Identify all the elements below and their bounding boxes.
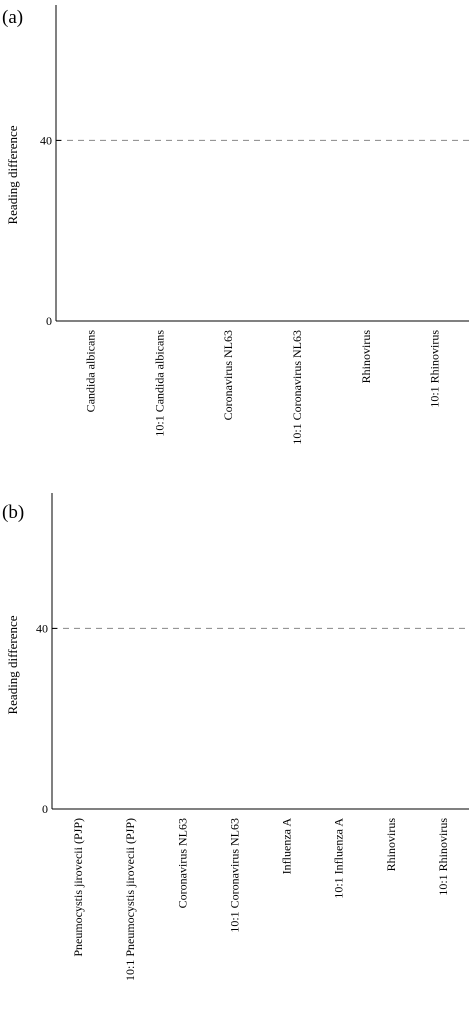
y-axis-label-a: Reading difference	[5, 125, 20, 224]
x-tick-label: 10:1 Candida albicans	[152, 330, 166, 437]
x-tick-label: 10:1 Pneumocystis jirovecii (PJP)	[123, 818, 137, 981]
plot-area-b: 0 40 Pneumocystis jirovecii (PJP) 10:1 Pneu…	[36, 493, 469, 981]
y-tick-label: 0	[46, 314, 52, 328]
plot-area-a: 0 40 Candida albicans 10:1 Candida albicans…	[40, 5, 469, 445]
x-tick-label: Influenza A	[280, 818, 294, 875]
panel-a: (a) Reading difference 0 40 Candida albica…	[2, 5, 469, 445]
panel-b: (b) Reading difference 0 40 Pneumocystis j…	[2, 493, 469, 981]
x-tick-label: Coronavirus NL63	[221, 330, 235, 420]
y-tick-label: 40	[40, 133, 52, 147]
x-tick-label: 10:1 Coronavirus NL63	[290, 330, 304, 445]
panel-label-a: (a)	[2, 7, 23, 28]
y-axis-label-b: Reading difference	[5, 615, 20, 714]
y-tick-label: 40	[36, 621, 48, 635]
x-tick-label: 10:1 Rhinovirus	[436, 818, 450, 896]
x-tick-label: Coronavirus NL63	[175, 818, 189, 908]
y-tick-label: 0	[42, 802, 48, 816]
x-tick-label: Rhinovirus	[359, 330, 373, 384]
x-tick-label: Candida albicans	[83, 330, 97, 413]
x-tick-label: Pneumocystis jirovecii (PJP)	[71, 818, 85, 957]
x-tick-label: 10:1 Rhinovirus	[428, 330, 442, 408]
x-tick-label: Rhinovirus	[384, 818, 398, 872]
x-tick-label: 10:1 Coronavirus NL63	[227, 818, 241, 933]
panel-label-b: (b)	[2, 502, 24, 523]
x-tick-label: 10:1 Influenza A	[332, 818, 346, 899]
